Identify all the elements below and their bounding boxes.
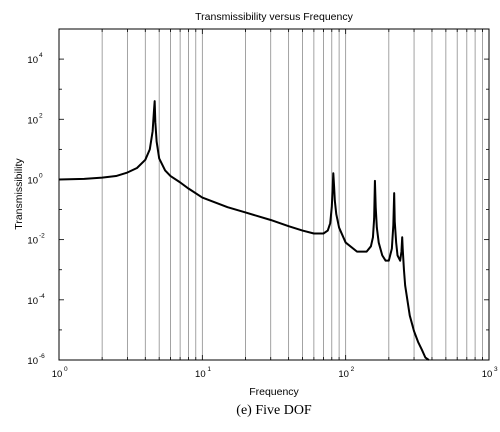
y-tick-label: 10 0 [27, 172, 43, 186]
y-tick-label: 10 -6 [27, 353, 45, 367]
y-tick-label: 10 -4 [27, 293, 45, 307]
y-tick-exponent: -6 [39, 353, 45, 360]
x-tick-label: 10 3 [482, 366, 498, 380]
y-tick-exponent: 2 [39, 112, 43, 119]
y-tick-base: 10 [27, 115, 38, 126]
transmissibility-curve [58, 100, 430, 361]
x-tick-labels: 10 0 10 1 10 2 10 3 [52, 366, 498, 380]
x-tick-base: 10 [52, 369, 63, 380]
chart-title: Transmissibility versus Frequency [195, 11, 353, 23]
x-tick-exponent: 3 [494, 366, 498, 373]
figure-caption: (e) Five DOF [236, 403, 312, 418]
series-layer [58, 100, 430, 361]
y-tick-base: 10 [27, 296, 38, 307]
grid-lines [101, 29, 483, 360]
y-tick-base: 10 [27, 175, 38, 186]
x-tick-label: 10 0 [52, 366, 68, 380]
x-tick-base: 10 [482, 369, 493, 380]
x-tick-base: 10 [195, 369, 206, 380]
x-axis-label: Frequency [249, 386, 299, 398]
x-tick-label: 10 1 [195, 366, 211, 380]
y-tick-exponent: 0 [39, 172, 43, 179]
y-tick-label: 10 -2 [27, 233, 45, 247]
y-tick-base: 10 [27, 55, 38, 66]
axis-ticks [58, 28, 490, 361]
x-tick-exponent: 1 [207, 366, 211, 373]
y-tick-exponent: -2 [39, 233, 45, 240]
y-tick-base: 10 [27, 236, 38, 247]
y-tick-exponent: 4 [39, 52, 43, 59]
x-tick-base: 10 [338, 369, 349, 380]
y-tick-base: 10 [27, 356, 38, 367]
plot-frame [58, 28, 490, 361]
y-tick-label: 10 4 [27, 52, 43, 66]
y-axis-label: Transmissibility [13, 158, 25, 230]
y-tick-exponent: -4 [39, 293, 45, 300]
y-tick-label: 10 2 [27, 112, 43, 126]
x-tick-label: 10 2 [338, 366, 354, 380]
x-tick-exponent: 0 [64, 366, 68, 373]
x-tick-exponent: 2 [351, 366, 355, 373]
